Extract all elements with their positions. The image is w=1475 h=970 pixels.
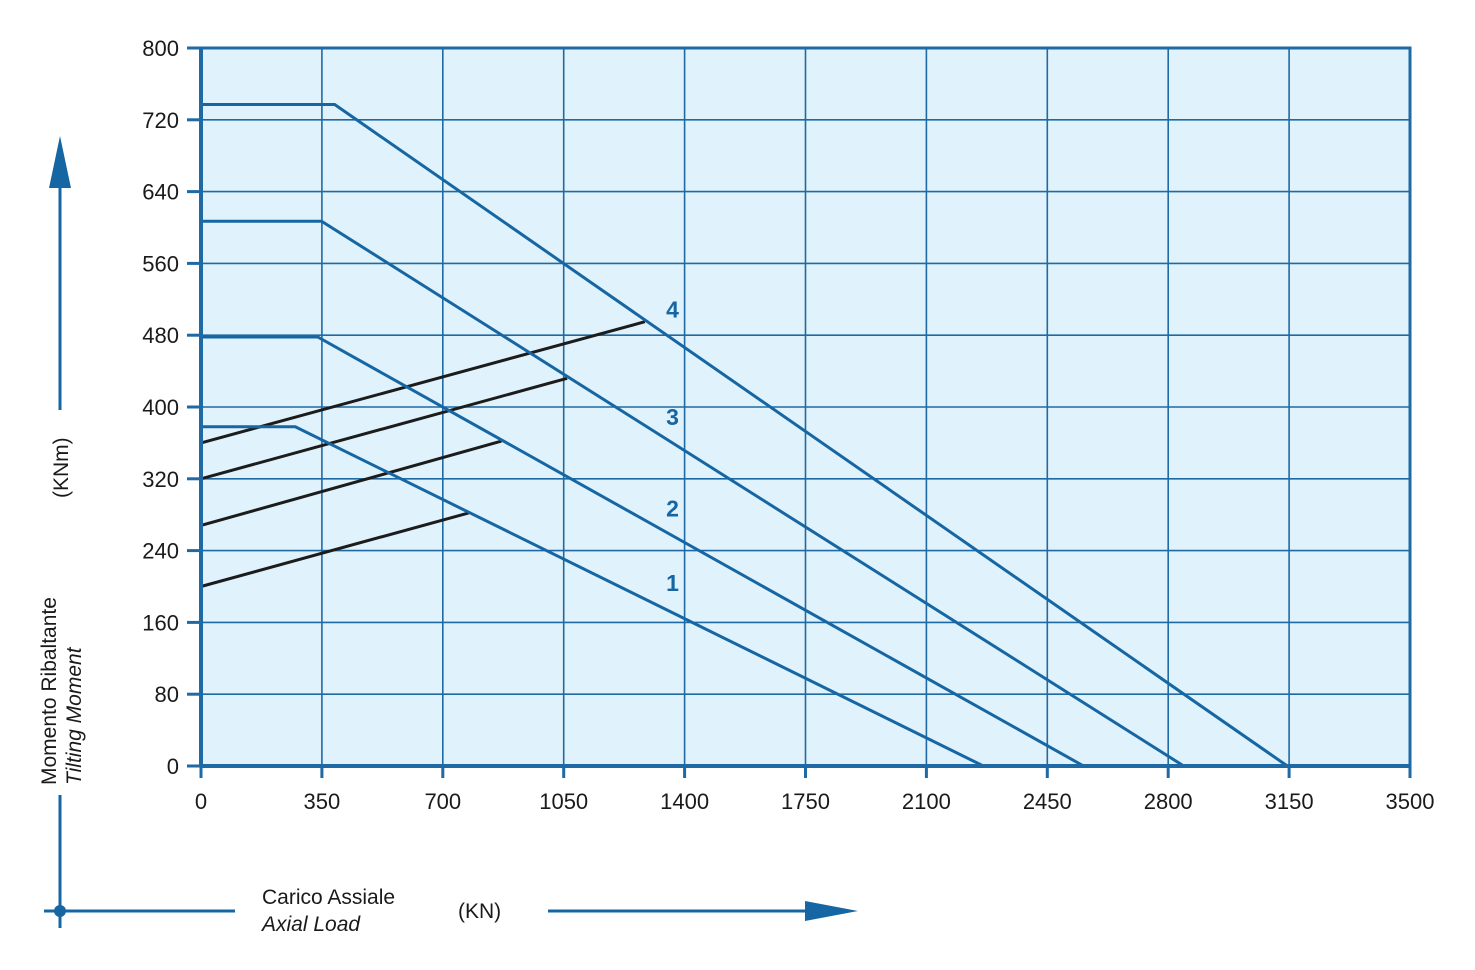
- x-tick-labels: 0 350 700 1050 1400 1750 2100 2450 2800 3150 3500: [195, 789, 1435, 814]
- series-label-4: 4: [666, 296, 679, 322]
- x-axis-title-alt: Axial Load: [260, 913, 361, 936]
- y-tick-label-3: 240: [142, 539, 179, 564]
- x-tick-label-7: 2450: [1023, 789, 1072, 814]
- y-axis-title-alt: Tilting Moment: [63, 646, 86, 785]
- series-line-1: [201, 425, 985, 768]
- y-axis-unit: (KNm): [50, 437, 73, 498]
- y-tick-label-2: 160: [142, 610, 179, 635]
- y-axis-unit-group: (KNm): [50, 437, 73, 498]
- x-tick-label-5: 1750: [781, 789, 830, 814]
- aux-line-1: [200, 511, 470, 588]
- y-tick-label-10: 800: [142, 36, 179, 61]
- x-tick-label-4: 1400: [660, 789, 709, 814]
- aux-line-4: [200, 320, 646, 445]
- x-tick-label-8: 2800: [1144, 789, 1193, 814]
- series-label-3: 3: [666, 404, 679, 430]
- x-tick-label-3: 1050: [539, 789, 588, 814]
- y-tick-label-7: 560: [142, 251, 179, 276]
- aux-lines: [200, 320, 646, 588]
- y-tick-label-5: 400: [142, 395, 179, 420]
- x-axis-unit: (KN): [458, 900, 501, 923]
- x-tick-label-0: 0: [195, 789, 207, 814]
- x-tick-label-9: 3150: [1265, 789, 1314, 814]
- series-line-3: [201, 219, 1185, 768]
- y-tick-labels: 0 80 160 240 320 400 480 560 640 720 800: [142, 36, 179, 779]
- y-tick-label-6: 480: [142, 323, 179, 348]
- x-axis-title: Carico Assiale: [262, 886, 395, 909]
- series-label-1: 1: [666, 570, 679, 596]
- aux-line-2: [200, 439, 502, 527]
- series-labels: 1 2 3 4: [666, 296, 679, 596]
- axes: [187, 46, 1412, 778]
- series-lines: [201, 103, 1289, 768]
- series-line-2: [201, 335, 1085, 768]
- y-axis-title-group: Momento Ribaltante Tilting Moment: [38, 597, 86, 785]
- series-line-4: [201, 103, 1289, 768]
- aux-line-3: [200, 376, 568, 481]
- y-tick-label-8: 640: [142, 180, 179, 205]
- x-arrow-head: [805, 901, 858, 921]
- y-tick-label-4: 320: [142, 467, 179, 492]
- origin-dot: [54, 905, 66, 917]
- x-tick-label-2: 700: [424, 789, 461, 814]
- y-tick-label-0: 0: [167, 754, 179, 779]
- y-tick-label-1: 80: [155, 682, 179, 707]
- axis-direction-arrows: [44, 136, 858, 928]
- y-tick-label-9: 720: [142, 108, 179, 133]
- x-tick-label-1: 350: [304, 789, 341, 814]
- series-label-2: 2: [666, 495, 679, 521]
- x-tick-label-6: 2100: [902, 789, 951, 814]
- y-axis-title: Momento Ribaltante: [38, 597, 61, 785]
- y-arrow-head: [49, 136, 71, 188]
- x-tick-label-10: 3500: [1386, 789, 1435, 814]
